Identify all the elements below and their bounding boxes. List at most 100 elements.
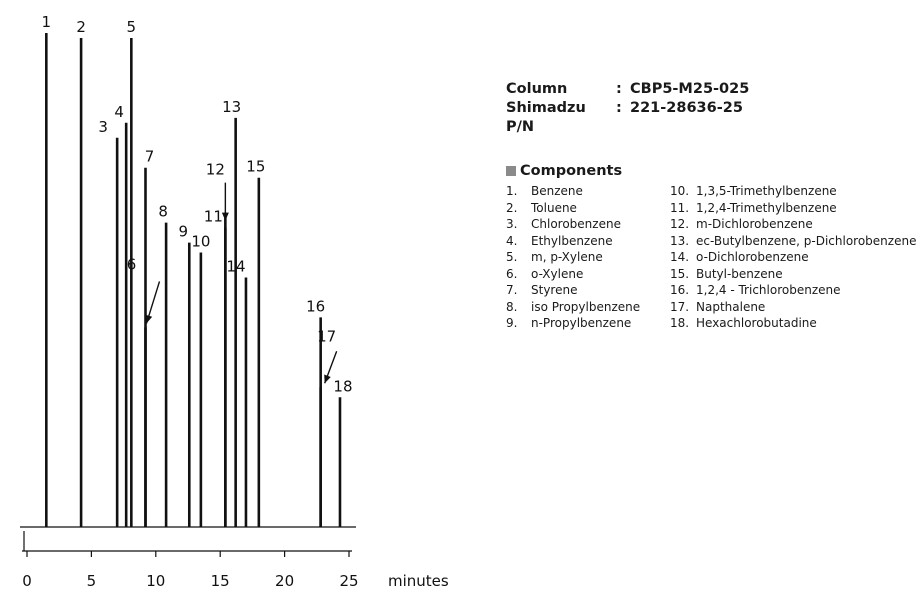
peak-label-15: 15	[246, 158, 265, 176]
component-number: 16.	[670, 283, 690, 297]
square-bullet-icon	[506, 166, 516, 176]
component-name: Hexachlorobutadine	[696, 316, 817, 330]
component-name: iso Propylbenzene	[531, 299, 641, 314]
component-item: 16. 1,2,4 - Trichlorobenzene	[670, 282, 918, 299]
component-item: 7. Styrene	[506, 282, 670, 299]
component-name: Benzene	[531, 184, 583, 198]
column-separator: :	[616, 81, 622, 97]
peak-label-17: 17	[317, 327, 336, 345]
component-name: 1,2,4 - Trichlorobenzene	[696, 283, 841, 297]
components-column-1: 1. Benzene 2. Toluene 3. Chlorobenzene 4. Ethyl…	[506, 183, 670, 332]
peak-label-18: 18	[333, 377, 352, 395]
component-number: 18.	[670, 316, 690, 330]
x-tick-label-5: 5	[87, 572, 97, 590]
component-item: 2. Toluene	[506, 200, 670, 217]
peak-label-3: 3	[98, 118, 108, 136]
component-item: 4. Ethylbenzene	[506, 233, 670, 250]
peak-label-5: 5	[127, 18, 137, 36]
component-number: 17.	[670, 299, 690, 314]
component-item: 17. Napthalene	[670, 299, 918, 316]
peak-label-12: 12	[206, 161, 225, 179]
component-item: 9. n-Propylbenzene	[506, 315, 670, 332]
component-number: 9.	[506, 316, 518, 330]
component-name: m-Dichlorobenzene	[696, 217, 813, 231]
x-axis-label: minutes	[388, 572, 449, 590]
component-name: m, p-Xylene	[531, 250, 603, 264]
pn-value: 221-28636-25	[630, 100, 743, 116]
component-item: 13. ec-Butylbenzene, p-Dichlorobenzene	[670, 233, 918, 250]
component-number: 5.	[506, 250, 518, 264]
peak-label-11: 11	[204, 208, 223, 226]
peak-label-1: 1	[42, 13, 52, 31]
component-number: 6.	[506, 266, 518, 281]
peak-label-4: 4	[114, 103, 124, 121]
component-item: 5. m, p-Xylene	[506, 249, 670, 266]
component-name: Chlorobenzene	[531, 217, 621, 231]
info-panel: Column : CBP5-M25-025 Shimadzu P/N : 221…	[506, 80, 920, 332]
component-number: 12.	[670, 217, 690, 231]
components-title: Components	[520, 163, 623, 179]
component-name: Butyl-benzene	[696, 266, 783, 281]
pn-separator: :	[616, 100, 622, 116]
peak-label-6: 6	[127, 255, 137, 273]
x-tick-label-20: 20	[275, 572, 294, 590]
component-number: 8.	[506, 299, 518, 314]
components-column-2: 10. 1,3,5-Trimethylbenzene 11. 1,2,4-Trimet…	[670, 183, 918, 332]
x-tick-label-15: 15	[211, 572, 230, 590]
component-item: 15. Butyl-benzene	[670, 266, 918, 283]
component-name: ec-Butylbenzene, p-Dichlorobenzene	[696, 233, 917, 248]
peak-label-14: 14	[226, 258, 245, 276]
component-number: 15.	[670, 266, 690, 281]
x-tick-label-25: 25	[339, 572, 358, 590]
peak-label-9: 9	[179, 223, 189, 241]
components-heading: Components	[506, 163, 920, 179]
component-name: n-Propylbenzene	[531, 316, 632, 330]
component-name: 1,2,4-Trimethylbenzene	[696, 200, 837, 215]
peak-label-16: 16	[306, 297, 325, 315]
component-name: Styrene	[531, 283, 578, 297]
component-name: Ethylbenzene	[531, 233, 613, 248]
component-number: 14.	[670, 250, 690, 264]
component-item: 14. o-Dichlorobenzene	[670, 249, 918, 266]
component-item: 11. 1,2,4-Trimethylbenzene	[670, 200, 918, 217]
x-tick-label-0: 0	[22, 572, 32, 590]
component-number: 7.	[506, 283, 518, 297]
component-number: 4.	[506, 233, 518, 248]
x-axis: 0 5 10 15 20 25	[22, 531, 359, 590]
x-tick-label-10: 10	[146, 572, 165, 590]
component-number: 10.	[670, 184, 690, 198]
component-number: 11.	[670, 200, 690, 215]
peak-label-7: 7	[145, 148, 155, 166]
arrow-12-head	[221, 212, 229, 221]
peaks	[45, 32, 342, 527]
peak-label-13: 13	[222, 98, 241, 116]
pn-spec: Shimadzu P/N : 221-28636-25	[506, 99, 920, 137]
component-item: 8. iso Propylbenzene	[506, 299, 670, 316]
column-value: CBP5-M25-025	[630, 81, 750, 97]
component-number: 3.	[506, 217, 518, 231]
component-number: 13.	[670, 233, 690, 248]
component-name: Napthalene	[696, 299, 766, 314]
component-item: 1. Benzene	[506, 183, 670, 200]
column-spec: Column : CBP5-M25-025	[506, 80, 920, 99]
component-item: 12. m-Dichlorobenzene	[670, 216, 918, 233]
component-name: 1,3,5-Trimethylbenzene	[696, 184, 837, 198]
peak-label-2: 2	[76, 18, 86, 36]
column-label: Column	[506, 81, 568, 97]
component-item: 10. 1,3,5-Trimethylbenzene	[670, 183, 918, 200]
peak-label-8: 8	[158, 203, 168, 221]
component-item: 3. Chlorobenzene	[506, 216, 670, 233]
component-name: Toluene	[531, 200, 577, 215]
component-number: 1.	[506, 184, 518, 198]
component-item: 6. o-Xylene	[506, 266, 670, 283]
component-number: 2.	[506, 200, 518, 215]
pn-label: Shimadzu P/N	[506, 100, 586, 135]
arrow-17-head	[324, 374, 331, 384]
components-list: 1. Benzene 2. Toluene 3. Chlorobenzene 4. Ethyl…	[506, 183, 920, 332]
component-name: o-Xylene	[531, 266, 584, 281]
peak-label-10: 10	[191, 233, 210, 251]
component-item: 18. Hexachlorobutadine	[670, 315, 918, 332]
arrow-6-head	[145, 314, 153, 324]
